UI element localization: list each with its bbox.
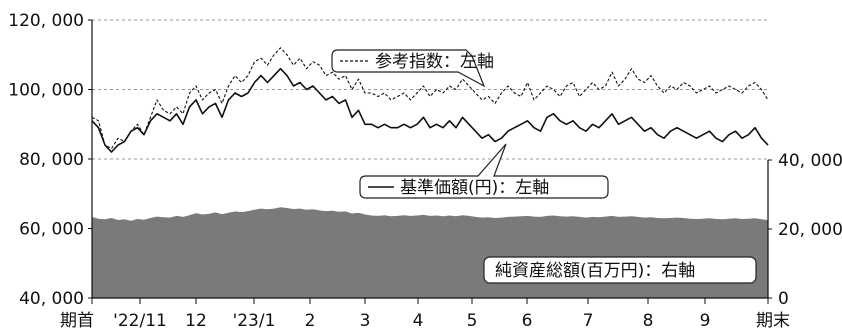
callout-label-net-assets: 純資産総額(百万円)：右軸 [495,261,695,281]
x-tick-label: 7 [583,311,594,331]
x-tick-label: 8 [643,311,654,331]
callout-net-assets: 純資産総額(百万円)：右軸 [483,256,757,284]
left-tick-label: 60, 000 [19,220,84,240]
series-net-assets-area [92,207,768,298]
x-tick-label: 期末 [756,311,790,331]
right-tick-label: 0 [778,289,789,309]
x-tick-label: 2 [305,311,316,331]
right-tick-label: 40, 000 [778,151,842,171]
net-assets-area [92,207,768,298]
x-tick-label: 6 [522,311,533,331]
x-tick-label: '23/1 [233,311,276,331]
left-tick-label: 40, 000 [19,289,84,309]
x-tick-label: '22/11 [113,311,167,331]
x-axis-tick-labels: 期首 '22/11 12 '23/1 2 3 4 5 6 7 8 9 期末 [60,298,790,331]
x-tick-label: 4 [413,311,424,331]
x-tick-label: 5 [467,311,478,331]
left-tick-label: 80, 000 [19,150,84,170]
x-tick-label: 期首 [60,311,94,331]
x-tick-label: 3 [360,311,371,331]
right-tick-label: 20, 000 [778,220,842,240]
callout-label-reference-index: 参考指数：左軸 [375,52,494,72]
callout-base-price: 基準価額(円)：左軸 [359,143,609,199]
x-tick-label: 12 [185,311,207,331]
callout-reference-index: 参考指数：左軸 [331,49,494,88]
left-tick-label: 100, 000 [8,81,84,101]
left-tick-label: 120, 000 [8,11,84,31]
series-base-price-line [91,67,769,153]
series-lines [91,47,769,153]
right-axis-tick-labels: 0 20, 000 40, 000 [768,151,842,309]
callout-label-base-price: 基準価額(円)：左軸 [400,178,549,198]
x-tick-label: 9 [700,311,711,331]
left-axis-tick-labels: 40, 000 60, 000 80, 000 100, 000 120, 000 [8,11,92,309]
